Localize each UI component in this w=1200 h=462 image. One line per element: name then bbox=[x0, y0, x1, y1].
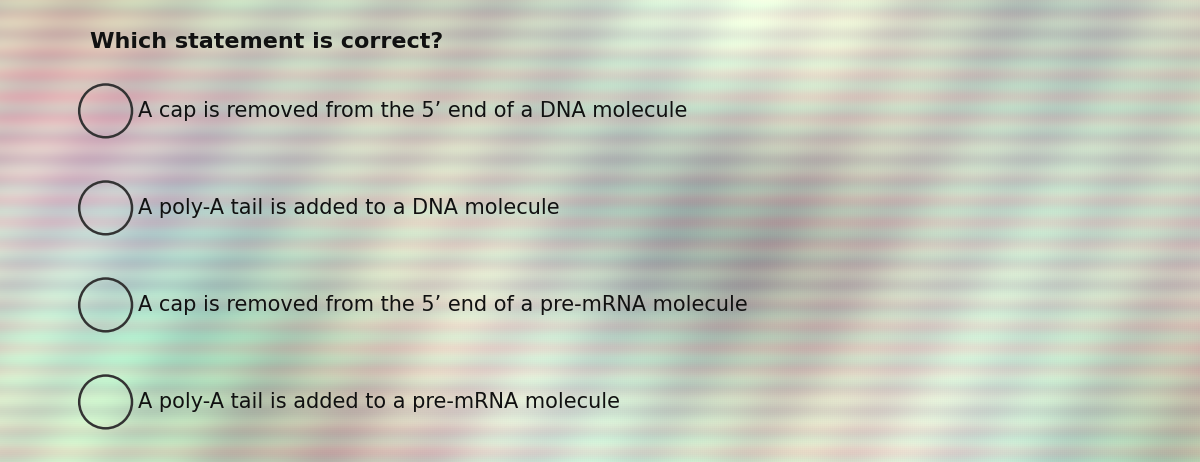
Text: Which statement is correct?: Which statement is correct? bbox=[90, 32, 443, 52]
Text: A cap is removed from the 5’ end of a DNA molecule: A cap is removed from the 5’ end of a DN… bbox=[138, 101, 688, 121]
Text: A poly-A tail is added to a pre-mRNA molecule: A poly-A tail is added to a pre-mRNA mol… bbox=[138, 392, 620, 412]
Text: A poly-A tail is added to a DNA molecule: A poly-A tail is added to a DNA molecule bbox=[138, 198, 559, 218]
Text: A cap is removed from the 5’ end of a pre-mRNA molecule: A cap is removed from the 5’ end of a pr… bbox=[138, 295, 748, 315]
